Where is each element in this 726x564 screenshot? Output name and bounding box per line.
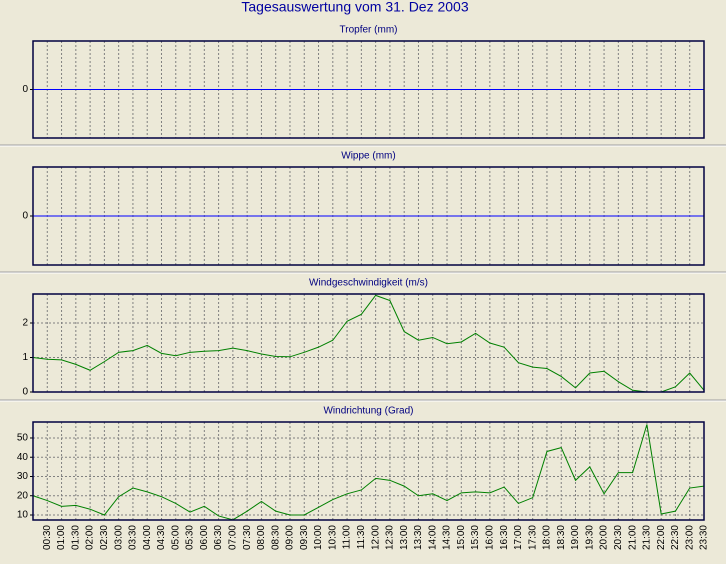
panel-title: Windrichtung (Grad) [323,406,413,417]
y-tick-label: 0 [22,211,28,222]
x-tick-label: 13:30 [413,525,424,550]
y-tick-label: 1 [22,352,28,363]
x-tick-label: 15:30 [470,525,481,550]
x-tick-label: 20:30 [613,525,624,550]
x-tick-label: 22:30 [670,525,681,550]
x-tick-label: 19:30 [584,525,595,550]
x-tick-label: 20:00 [599,525,610,550]
x-tick-label: 03:00 [113,525,124,550]
x-tick-label: 04:30 [156,525,167,550]
x-tick-label: 14:30 [442,525,453,550]
x-tick-label: 18:30 [556,525,567,550]
x-tick-label: 07:30 [242,525,253,550]
page-title: Tagesauswertung vom 31. Dez 2003 [241,0,468,15]
x-tick-label: 14:00 [427,525,438,550]
x-tick-label: 13:00 [399,525,410,550]
x-tick-label: 17:00 [513,525,524,550]
x-tick-label: 16:30 [499,525,510,550]
x-tick-label: 21:00 [627,525,638,550]
x-tick-label: 09:00 [285,525,296,550]
x-tick-label: 01:00 [56,525,67,550]
panel-title: Wippe (mm) [341,151,395,162]
x-tick-label: 17:30 [527,525,538,550]
x-tick-label: 11:30 [356,525,367,550]
y-tick-label: 10 [17,510,29,521]
plot-frame [32,421,705,521]
panel-title: Tropfer (mm) [340,25,398,36]
x-tick-label: 07:00 [228,525,239,550]
x-tick-label: 19:00 [570,525,581,550]
x-tick-label: 06:30 [213,525,224,550]
x-tick-label: 03:30 [128,525,139,550]
x-tick-label: 08:30 [270,525,281,550]
y-tick-label: 50 [17,433,29,444]
x-tick-label: 10:30 [327,525,338,550]
panel-title: Windgeschwindigkeit (m/s) [309,278,428,289]
data-line [32,294,705,393]
data-line [32,424,705,521]
x-tick-label: 04:00 [142,525,153,550]
x-tick-label: 09:30 [299,525,310,550]
y-tick-label: 0 [22,387,28,398]
x-tick-label: 22:00 [656,525,667,550]
x-tick-label: 18:00 [542,525,553,550]
x-tick-label: 16:00 [484,525,495,550]
x-tick-label: 00:30 [42,525,53,550]
x-tick-label: 15:00 [456,525,467,550]
y-tick-label: 30 [17,471,29,482]
x-tick-label: 02:00 [85,525,96,550]
x-tick-label: 21:30 [642,525,653,550]
x-tick-label: 05:00 [170,525,181,550]
plot-frame [32,166,705,266]
x-tick-label: 23:00 [684,525,695,550]
x-tick-label: 08:00 [256,525,267,550]
y-tick-label: 0 [22,84,28,95]
x-tick-label: 11:00 [342,525,353,550]
y-tick-label: 40 [17,452,29,463]
x-tick-label: 23:30 [699,525,710,550]
x-tick-label: 12:30 [385,525,396,550]
x-tick-label: 01:30 [70,525,81,550]
y-tick-label: 2 [22,318,28,329]
x-tick-label: 06:00 [199,525,210,550]
x-tick-label: 12:00 [370,525,381,550]
plot-frame [32,293,705,393]
x-tick-label: 05:30 [185,525,196,550]
x-tick-label: 02:30 [99,525,110,550]
x-tick-label: 10:00 [313,525,324,550]
plot-frame [32,40,705,139]
y-tick-label: 20 [17,490,29,501]
